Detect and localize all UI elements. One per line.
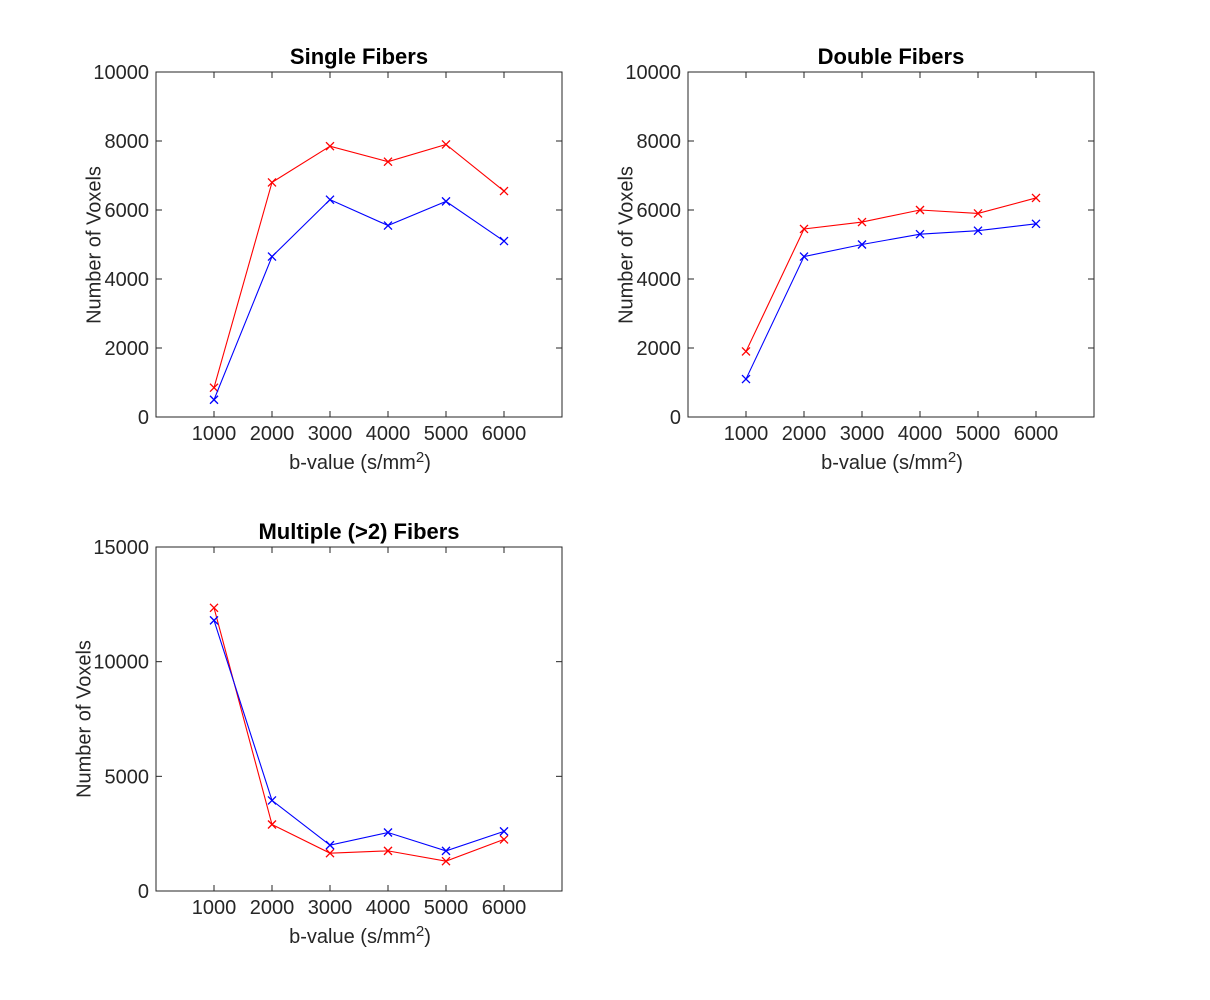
- series-marker-red: [209, 383, 219, 393]
- series-line-red: [745, 197, 1037, 352]
- x-tick-label: 2000: [250, 897, 295, 919]
- x-tick-label: 4000: [366, 897, 411, 919]
- x-tick-label: 3000: [308, 423, 353, 445]
- axes-box: [687, 71, 1095, 418]
- y-axis-label-single-fibers: Number of Voxels: [83, 166, 106, 324]
- x-axis-label-superscript: 2: [415, 923, 425, 941]
- x-tick-label: 5000: [424, 897, 469, 919]
- series-line-blue: [213, 198, 505, 400]
- x-tick-label: 5000: [424, 423, 469, 445]
- series-line-red: [213, 607, 505, 862]
- series-marker-blue: [325, 195, 335, 205]
- series-marker-red: [441, 139, 451, 149]
- x-axis-label-multiple-fibers: b-value (s/mm2): [289, 923, 431, 949]
- series-line-blue: [745, 223, 1037, 380]
- x-axis-label-text: b-value (s/mm: [821, 452, 948, 474]
- series-marker-red: [857, 217, 867, 227]
- series-marker-blue: [799, 252, 809, 262]
- y-tick-label: 6000: [105, 200, 150, 222]
- series-marker-blue: [209, 615, 219, 625]
- series-marker-blue: [383, 828, 393, 837]
- x-tick-label: 2000: [782, 423, 827, 445]
- series-marker-red: [325, 848, 335, 858]
- series-marker-blue: [1031, 219, 1041, 229]
- x-axis-label-close: ): [956, 452, 963, 474]
- x-tick-label: 3000: [840, 423, 885, 445]
- series-line-red: [213, 143, 505, 388]
- series-marker-blue: [499, 826, 509, 836]
- series-marker-red: [799, 224, 809, 234]
- chart-title-single-fibers: Single Fibers: [289, 44, 429, 69]
- axes-box: [155, 71, 563, 418]
- x-tick-label: 1000: [724, 423, 769, 445]
- x-tick-label: 5000: [956, 423, 1001, 445]
- y-tick-label: 10000: [93, 652, 149, 674]
- x-tick-label: 6000: [482, 423, 527, 445]
- x-axis-label-superscript: 2: [415, 449, 425, 467]
- x-tick-label: 1000: [192, 897, 237, 919]
- x-axis-label-close: ): [424, 926, 431, 948]
- series-marker-blue: [499, 236, 509, 246]
- y-axis-label-multiple-fibers: Number of Voxels: [73, 640, 96, 798]
- chart-title-double-fibers: Double Fibers: [817, 44, 965, 69]
- series-marker-red: [973, 208, 983, 218]
- y-tick-label: 5000: [105, 766, 150, 788]
- x-axis-label-double-fibers: b-value (s/mm2): [821, 449, 963, 475]
- series-marker-red: [267, 177, 277, 187]
- series-marker-red: [267, 820, 277, 829]
- series-marker-blue: [441, 196, 451, 206]
- series-marker-red: [499, 834, 509, 844]
- series-marker-blue: [325, 840, 335, 850]
- y-tick-label: 4000: [637, 269, 682, 291]
- series-marker-red: [383, 157, 393, 167]
- chart-title-multiple-fibers: Multiple (>2) Fibers: [258, 519, 460, 544]
- series-marker-red: [915, 205, 925, 215]
- series-marker-blue: [267, 252, 277, 262]
- x-axis-label-close: ): [424, 452, 431, 474]
- series-marker-blue: [383, 221, 393, 230]
- x-axis-label-text: b-value (s/mm: [289, 452, 416, 474]
- x-tick-label: 6000: [482, 897, 527, 919]
- x-tick-label: 4000: [898, 423, 943, 445]
- series-marker-blue: [441, 846, 451, 856]
- x-axis-label-text: b-value (s/mm: [289, 926, 416, 948]
- series-marker-blue: [741, 374, 751, 384]
- x-tick-label: 3000: [308, 897, 353, 919]
- series-marker-blue: [973, 226, 983, 236]
- y-tick-label: 2000: [105, 338, 150, 360]
- y-tick-label: 4000: [105, 269, 150, 291]
- series-marker-red: [441, 856, 451, 866]
- y-tick-label: 10000: [625, 62, 681, 84]
- axes-box: [155, 546, 563, 892]
- x-tick-label: 2000: [250, 423, 295, 445]
- y-tick-label: 10000: [93, 62, 149, 84]
- y-tick-label: 8000: [637, 131, 682, 153]
- series-marker-red: [383, 846, 393, 856]
- y-tick-label: 8000: [105, 131, 150, 153]
- x-tick-label: 6000: [1014, 423, 1059, 445]
- y-tick-label: 0: [670, 407, 681, 429]
- x-tick-label: 1000: [192, 423, 237, 445]
- y-tick-label: 0: [138, 407, 149, 429]
- series-marker-blue: [857, 240, 867, 249]
- series-marker-blue: [209, 395, 219, 405]
- y-tick-label: 2000: [637, 338, 682, 360]
- series-marker-red: [741, 346, 751, 356]
- series-marker-blue: [915, 229, 925, 239]
- y-tick-label: 15000: [93, 537, 149, 559]
- series-marker-blue: [267, 795, 277, 805]
- y-tick-label: 6000: [637, 200, 682, 222]
- x-axis-label-superscript: 2: [947, 449, 957, 467]
- series-marker-red: [325, 141, 335, 151]
- x-axis-label-single-fibers: b-value (s/mm2): [289, 449, 431, 475]
- series-marker-red: [499, 186, 509, 196]
- series-marker-red: [209, 603, 219, 613]
- series-line-blue: [213, 620, 505, 852]
- y-axis-label-double-fibers: Number of Voxels: [615, 166, 638, 324]
- x-tick-label: 4000: [366, 423, 411, 445]
- series-marker-red: [1031, 193, 1041, 203]
- y-tick-label: 0: [138, 881, 149, 903]
